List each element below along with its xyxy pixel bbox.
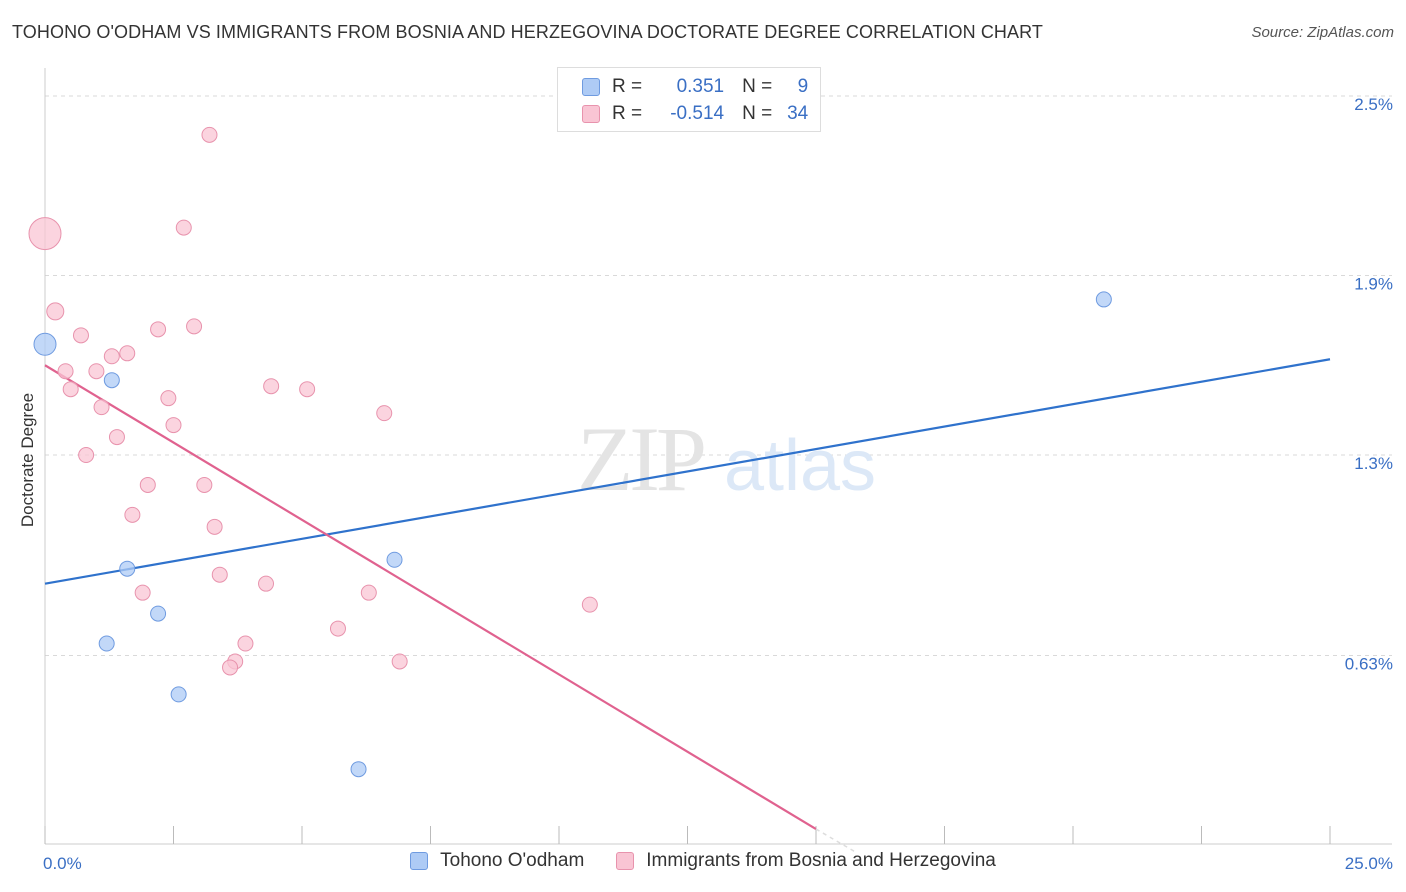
y-tick-labels: 0.63% 1.3% 1.9% 2.5% (1345, 95, 1393, 674)
watermark-zip: ZIP (577, 408, 704, 510)
x-tick-label: 25.0% (1345, 854, 1393, 873)
data-point (46, 302, 65, 321)
data-point (33, 332, 57, 356)
legend-item-tohono[interactable]: Tohono O'odham (410, 850, 584, 872)
bosnia-swatch (582, 105, 600, 123)
n-label: N = (742, 76, 773, 97)
data-point (72, 327, 89, 344)
trend-line-1 (44, 364, 817, 830)
data-point (103, 372, 120, 389)
r-value: 0.351 (676, 76, 725, 97)
data-point (329, 620, 346, 637)
data-point (258, 575, 275, 592)
data-point (386, 551, 403, 568)
data-points (28, 126, 1112, 778)
x-tick-labels: 0.0% 25.0% (43, 854, 1393, 873)
data-point (160, 390, 177, 407)
data-point (581, 596, 598, 613)
data-point (119, 345, 136, 362)
trend-lines (44, 358, 1331, 854)
data-point (376, 405, 393, 422)
y-tick-label: 1.3% (1354, 454, 1393, 473)
gridlines (45, 95, 1392, 656)
data-point (150, 605, 167, 622)
data-point (108, 429, 125, 446)
legend-label: Immigrants from Bosnia and Herzegovina (646, 850, 996, 871)
stats-legend-row-1: R = 0.351 N = 9 (582, 75, 808, 99)
data-point (103, 348, 120, 365)
n-label: N = (742, 103, 773, 124)
data-point (391, 653, 408, 670)
watermark-atlas: atlas (724, 426, 876, 506)
data-point (196, 476, 213, 493)
data-point (134, 584, 151, 601)
tohono-legend-swatch (410, 852, 429, 870)
axes (44, 68, 1392, 845)
watermark: ZIP atlas (577, 408, 876, 510)
chart-title: TOHONO O'ODHAM VS IMMIGRANTS FROM BOSNIA… (12, 22, 1043, 42)
legend-item-bosnia[interactable]: Immigrants from Bosnia and Herzegovina (616, 850, 996, 872)
r-label: R = (612, 103, 643, 124)
data-point (175, 219, 192, 236)
x-tick-label: 0.0% (43, 854, 82, 873)
data-point (170, 686, 187, 703)
data-point (299, 381, 316, 398)
r-label: R = (612, 76, 643, 97)
data-point (201, 126, 218, 143)
trend-line-0 (44, 358, 1331, 585)
data-point (237, 635, 254, 652)
data-point (186, 318, 203, 335)
data-point (360, 584, 377, 601)
stats-legend: R = 0.351 N = 9 R = -0.514 N = 34 (557, 67, 821, 132)
data-point (124, 506, 141, 523)
r-value: -0.514 (670, 103, 725, 124)
bosnia-legend-swatch (616, 852, 635, 870)
data-point (57, 363, 74, 380)
data-point (62, 381, 79, 398)
source-label: Source: ZipAtlas.com (1251, 24, 1394, 41)
y-tick-label: 1.9% (1354, 274, 1393, 293)
data-point (222, 659, 239, 676)
data-point (88, 363, 105, 380)
series-legend: Tohono O'odham Immigrants from Bosnia an… (0, 850, 1406, 872)
stats-legend-row-2: R = -0.514 N = 34 (582, 102, 808, 126)
n-value: 9 (797, 76, 809, 97)
data-point (165, 417, 182, 434)
y-tick-label: 0.63% (1345, 654, 1393, 673)
data-point (263, 378, 280, 395)
data-point (78, 447, 95, 464)
data-point (206, 518, 223, 535)
data-point (211, 566, 228, 583)
data-point (350, 761, 367, 778)
tohono-swatch (582, 78, 600, 96)
data-point (1095, 291, 1112, 308)
y-tick-label: 2.5% (1354, 95, 1393, 114)
data-point (98, 635, 115, 652)
data-point (150, 321, 167, 338)
n-value: 34 (787, 103, 809, 124)
data-point (93, 399, 110, 416)
data-point (28, 217, 62, 251)
legend-label: Tohono O'odham (440, 850, 585, 871)
data-point (139, 476, 156, 493)
data-point (119, 560, 136, 577)
